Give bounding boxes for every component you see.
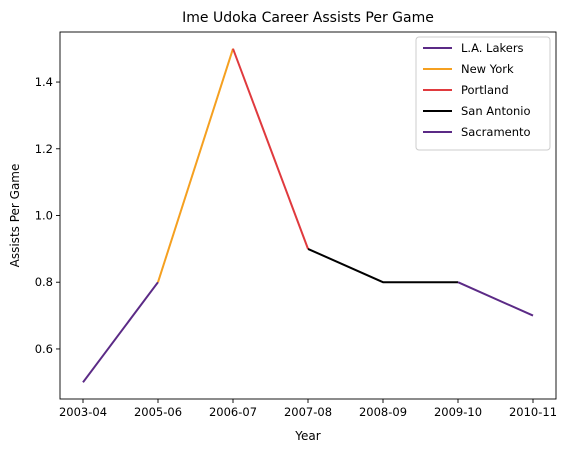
series-line-4 (457, 281, 534, 317)
x-tick-label: 2003-04 (59, 405, 107, 419)
legend: L.A. Lakers New York Portland San Antonio Sa… (415, 36, 551, 151)
y-tick-label: 0.6 (35, 342, 53, 356)
chart-title: Ime Udoka Career Assists Per Game (182, 10, 434, 26)
x-axis-label: Year (294, 429, 320, 443)
legend-label-0: L.A. Lakers (461, 41, 524, 55)
legend-label-4: Sacramento (461, 125, 531, 139)
x-tick-label: 2007-08 (284, 405, 332, 419)
x-tick-label: 2009-10 (434, 405, 482, 419)
legend-label-2: Portland (461, 83, 509, 97)
legend-label-3: San Antonio (461, 104, 531, 118)
y-axis-label: Assists Per Game (8, 164, 22, 268)
series-line-1 (157, 48, 234, 283)
y-tick-label: 1.2 (35, 142, 53, 156)
y-tick-label: 1.0 (35, 209, 53, 223)
series-line-3 (307, 247, 458, 284)
x-tick-label: 2010-11 (509, 405, 557, 419)
series-line-2 (232, 48, 309, 250)
y-tick-label: 1.4 (35, 75, 53, 89)
legend-box (415, 36, 551, 151)
x-tick-label: 2008-09 (359, 405, 407, 419)
series-line-0 (82, 281, 159, 383)
x-tick-label: 2005-06 (134, 405, 182, 419)
legend-label-1: New York (461, 62, 514, 76)
x-tick-label: 2006-07 (209, 405, 257, 419)
y-tick-label: 0.8 (35, 275, 53, 289)
plot-area: 2003-04 2005-06 2006-07 2007-08 2008-09 2009-… (35, 31, 557, 419)
